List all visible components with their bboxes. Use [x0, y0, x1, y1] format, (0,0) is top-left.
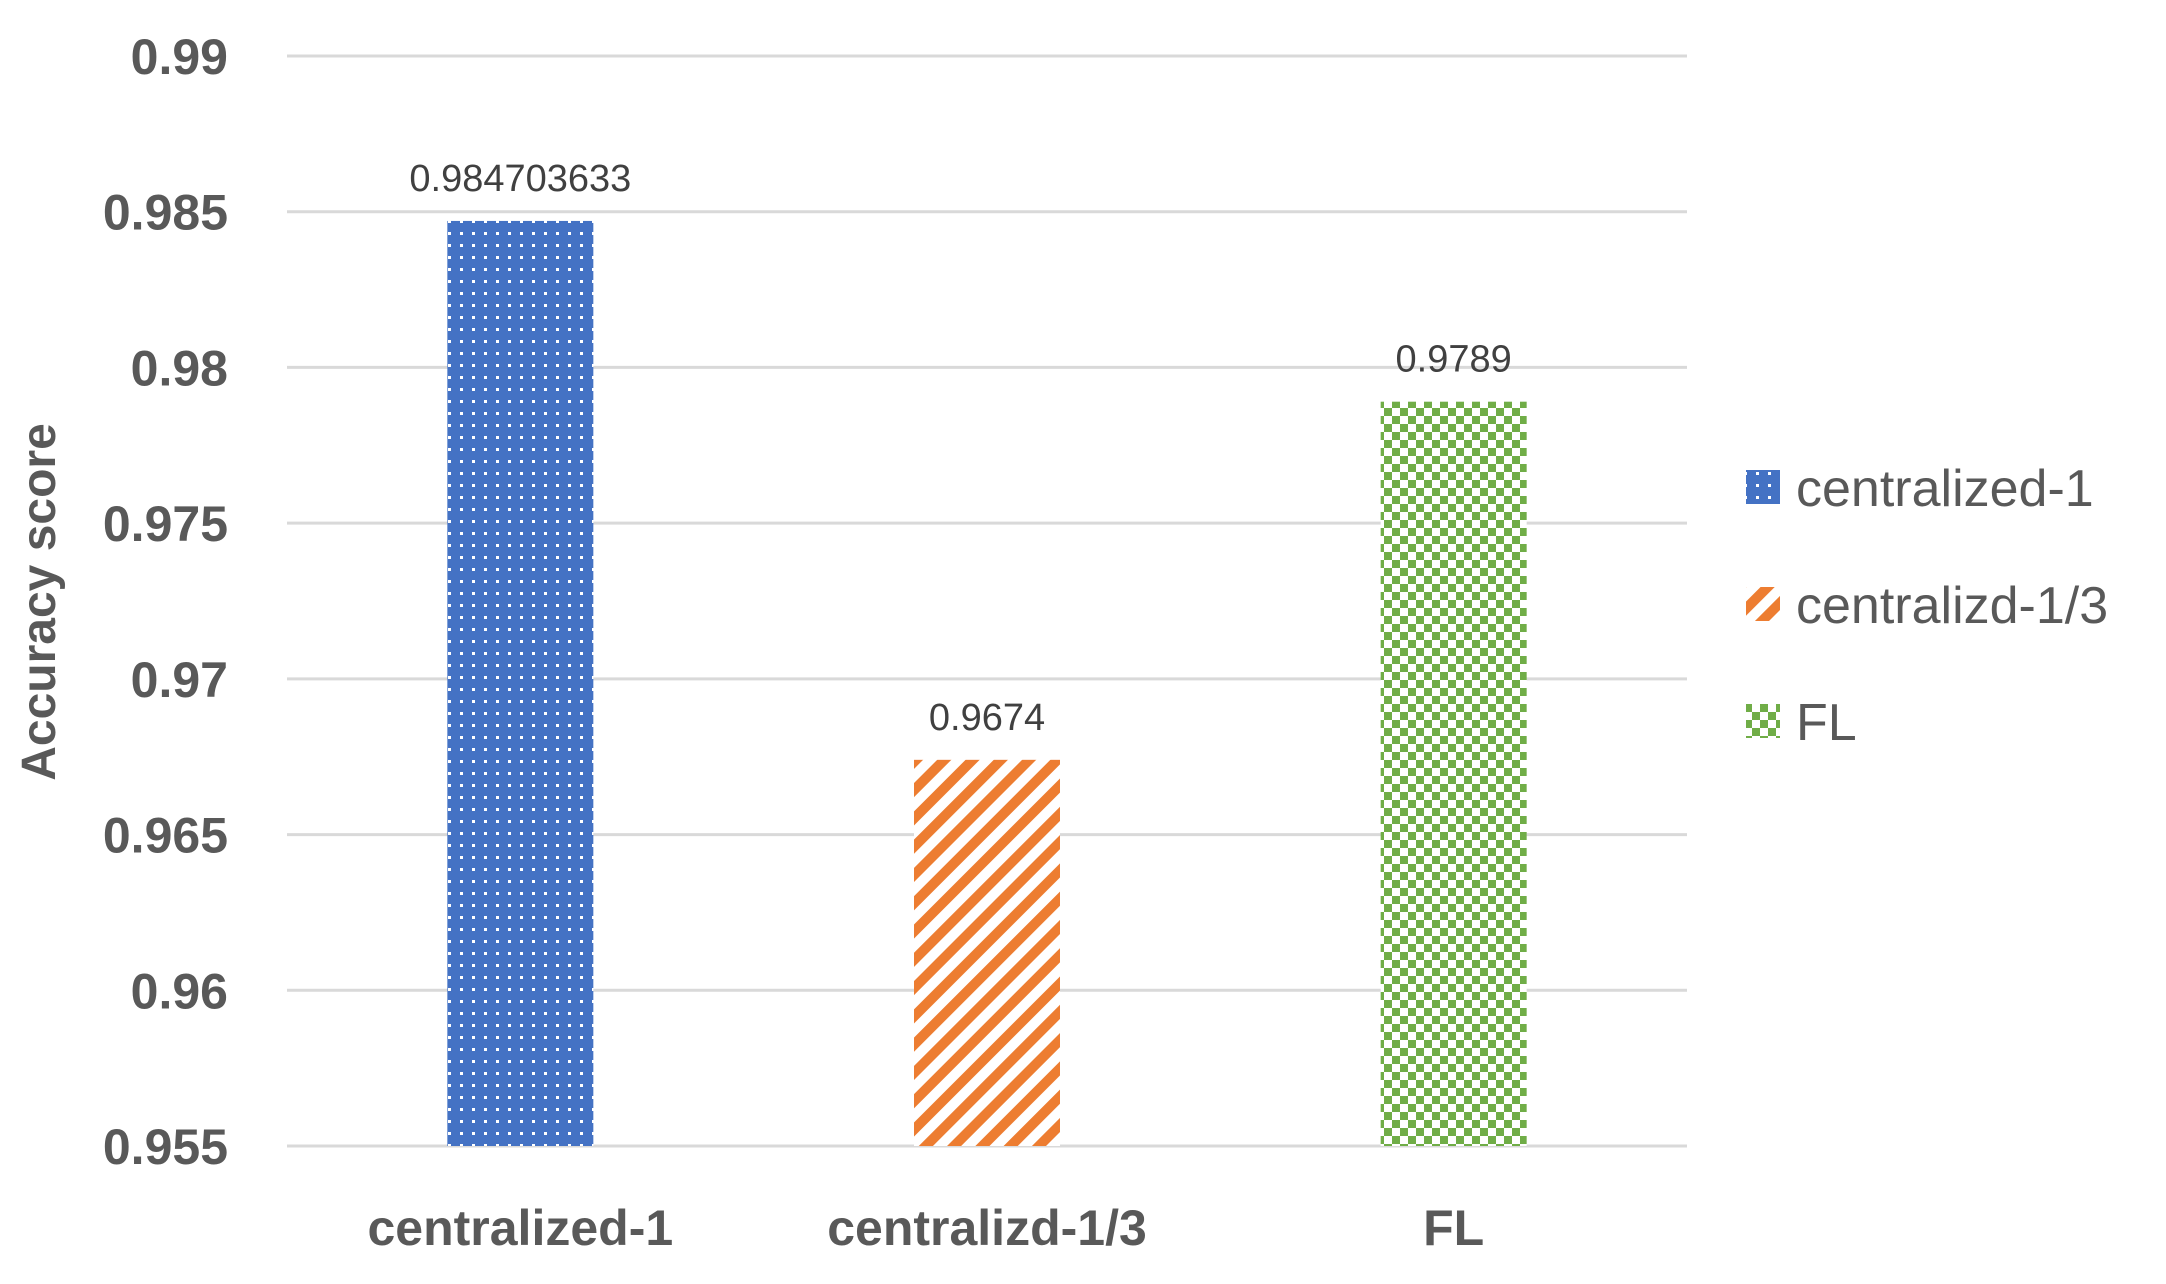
legend-label: centralized-1	[1796, 460, 2094, 518]
bar-fl	[1380, 401, 1527, 1147]
y-axis-title: Accuracy score	[13, 423, 66, 781]
y-tick-label: 0.96	[131, 963, 228, 1019]
x-axis-categories: centralized-1 centralizd-1/3 FL	[367, 1200, 1484, 1256]
legend-swatch	[1746, 704, 1780, 738]
y-tick-label: 0.955	[103, 1119, 228, 1175]
data-label: 0.9789	[1396, 339, 1512, 381]
legend-label: centralizd-1/3	[1796, 577, 2108, 635]
data-label: 0.984703633	[409, 158, 631, 200]
bars	[447, 220, 1527, 1147]
y-tick-label: 0.99	[131, 29, 228, 85]
legend: centralized-1 centralizd-1/3 FL	[1746, 460, 2108, 752]
legend-swatch	[1746, 587, 1780, 621]
y-tick-label: 0.975	[103, 496, 228, 552]
legend-swatch	[1746, 470, 1780, 504]
y-tick-label: 0.985	[103, 185, 228, 241]
y-tick-label: 0.98	[131, 340, 228, 396]
y-axis-ticks: 0.955 0.96 0.965 0.97 0.975 0.98 0.985 0.99	[103, 29, 228, 1175]
x-category-label: centralizd-1/3	[827, 1200, 1147, 1256]
x-category-label: centralized-1	[367, 1200, 673, 1256]
data-label: 0.9674	[929, 697, 1045, 739]
x-category-label: FL	[1423, 1200, 1484, 1256]
y-tick-label: 0.97	[131, 652, 228, 708]
bar-centralized-1	[447, 220, 594, 1147]
data-labels: 0.984703633 0.9674 0.9789	[409, 158, 1511, 739]
legend-label: FL	[1796, 694, 1857, 752]
bar-centralizd-1-3	[914, 759, 1060, 1146]
y-tick-label: 0.965	[103, 808, 228, 864]
